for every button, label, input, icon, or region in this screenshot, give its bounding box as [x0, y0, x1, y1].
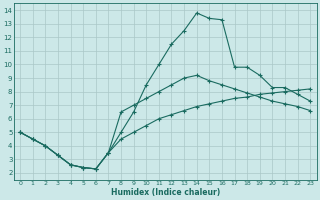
X-axis label: Humidex (Indice chaleur): Humidex (Indice chaleur) [111, 188, 220, 197]
